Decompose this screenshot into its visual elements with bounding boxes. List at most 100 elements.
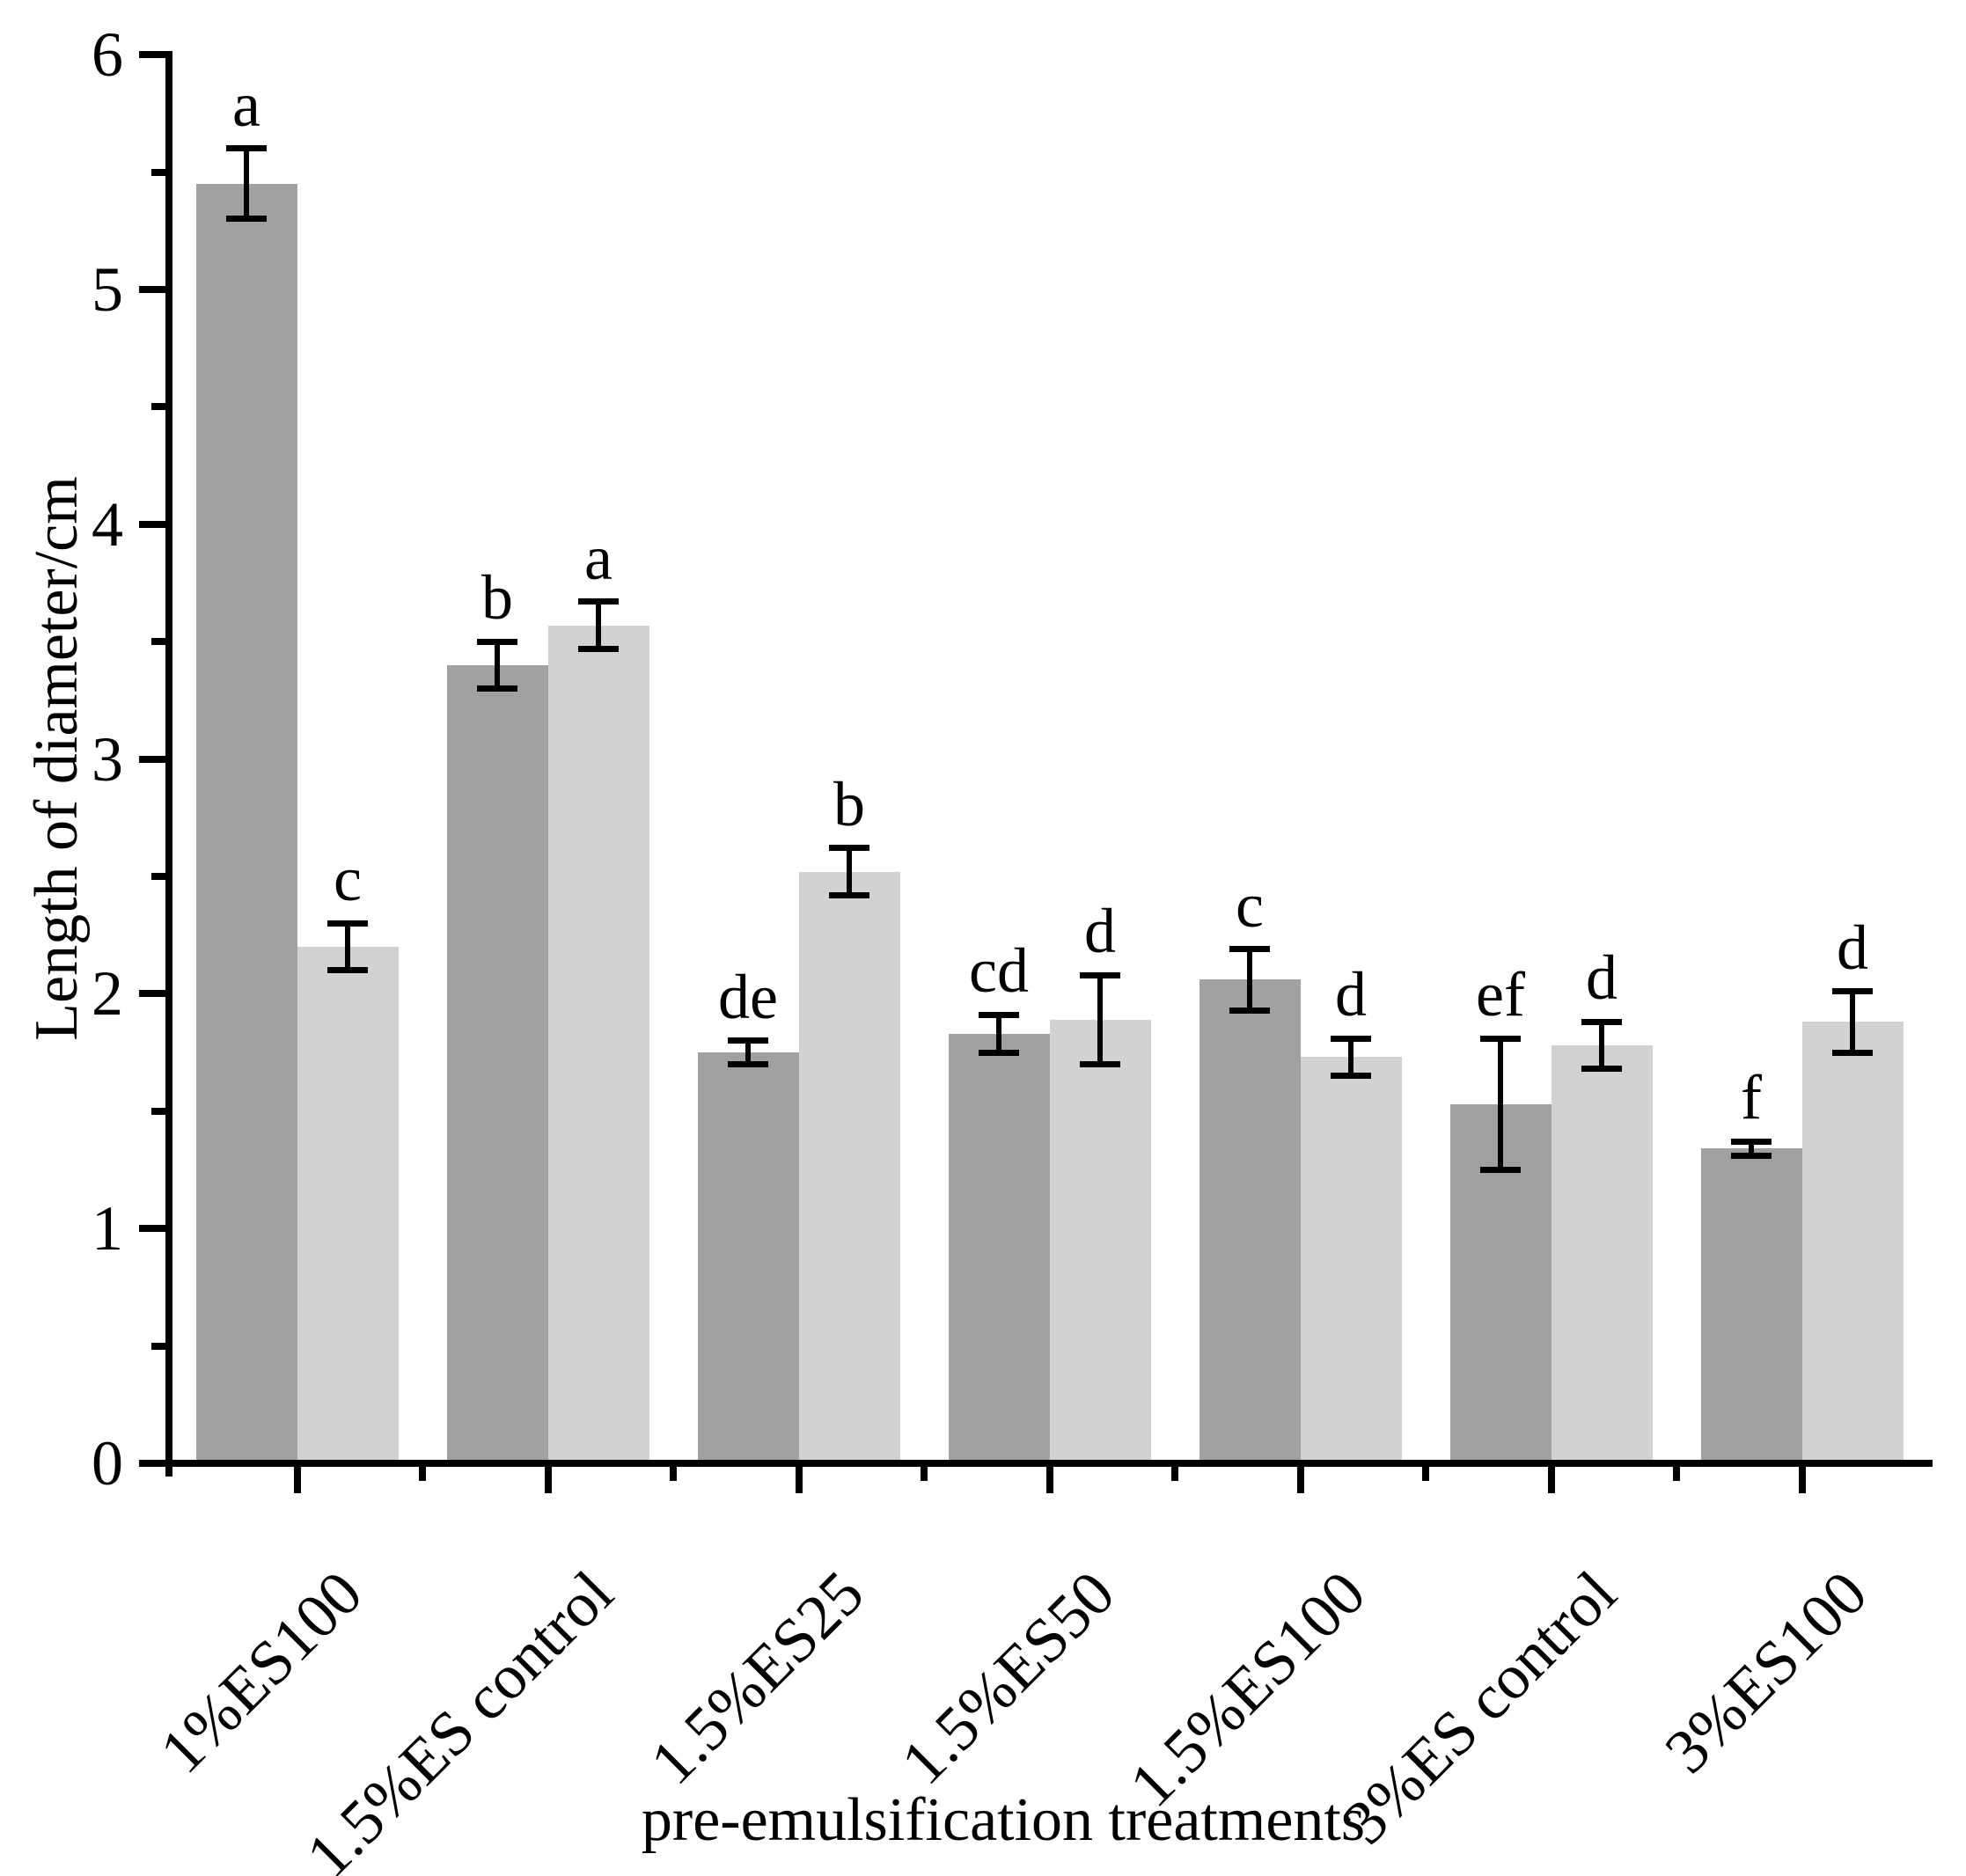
error-bar xyxy=(1850,991,1855,1053)
error-bar xyxy=(1247,949,1252,1011)
y-tick-label: 2 xyxy=(92,958,123,1030)
error-bar-bottom-cap xyxy=(1480,1167,1521,1173)
significance-letter: a xyxy=(232,69,260,140)
y-tick-label: 6 xyxy=(92,19,123,91)
error-bar-bottom-cap xyxy=(477,685,517,693)
error-bar-top-cap xyxy=(226,145,267,152)
error-bar-bottom-cap xyxy=(728,1060,768,1067)
significance-letter: a xyxy=(584,522,613,593)
error-bar-top-cap xyxy=(578,598,619,605)
y-tick-label: 4 xyxy=(92,488,123,560)
y-minor-tick xyxy=(151,168,165,176)
bar-light-gray-series-1.5%ES50 xyxy=(1049,1019,1151,1463)
significance-letter: b xyxy=(481,562,513,634)
bar-light-gray-series-1%ES100 xyxy=(297,947,399,1463)
y-major-tick xyxy=(139,520,165,528)
bar-dark-gray-series-1.5%ES control xyxy=(446,664,548,1463)
error-bar-bottom-cap xyxy=(1080,1060,1120,1067)
bar-light-gray-series-3%ES control xyxy=(1551,1045,1653,1463)
x-major-tick xyxy=(1296,1467,1304,1493)
error-bar-bottom-cap xyxy=(327,967,368,974)
error-bar-bottom-cap xyxy=(1331,1073,1371,1080)
error-bar-bottom-cap xyxy=(829,891,869,898)
error-bar xyxy=(345,923,350,971)
error-bar-top-cap xyxy=(327,920,368,927)
error-bar-top-cap xyxy=(1731,1138,1772,1145)
significance-letter: ef xyxy=(1476,959,1525,1030)
error-bar-top-cap xyxy=(1832,988,1873,995)
error-bar xyxy=(1498,1038,1503,1170)
y-minor-tick xyxy=(151,638,165,646)
y-minor-tick xyxy=(151,873,165,880)
bar-dark-gray-series-1.5%ES25 xyxy=(697,1052,799,1463)
significance-letter: d xyxy=(1084,896,1116,967)
significance-letter: de xyxy=(718,961,778,1032)
error-bar xyxy=(847,847,852,896)
x-major-tick xyxy=(1798,1467,1806,1493)
error-bar xyxy=(745,1040,751,1065)
error-bar-bottom-cap xyxy=(226,216,267,223)
error-bar xyxy=(996,1015,1001,1053)
error-bar-bottom-cap xyxy=(1581,1066,1622,1073)
error-bar xyxy=(1749,1141,1754,1156)
error-bar-bottom-cap xyxy=(1229,1007,1270,1014)
bar-dark-gray-series-1.5%ES100 xyxy=(1199,979,1301,1463)
error-bar-top-cap xyxy=(1331,1035,1371,1042)
x-major-tick xyxy=(544,1467,552,1493)
error-bar-bottom-cap xyxy=(578,645,619,652)
error-bar-top-cap xyxy=(728,1037,768,1044)
x-axis-title: pre-emulsification treatments xyxy=(641,1786,1366,1854)
bar-dark-gray-series-1%ES100 xyxy=(195,183,297,1463)
y-tick-label: 1 xyxy=(92,1193,123,1264)
y-tick-label: 0 xyxy=(92,1428,123,1499)
y-major-tick xyxy=(139,1460,165,1467)
error-bar xyxy=(1097,975,1103,1065)
y-major-tick xyxy=(139,286,165,293)
significance-letter: d xyxy=(1837,912,1868,983)
error-bar-top-cap xyxy=(1480,1035,1521,1042)
x-minor-tick xyxy=(921,1467,928,1481)
error-bar-top-cap xyxy=(1080,971,1120,978)
y-axis-spine xyxy=(165,51,172,1477)
y-major-tick xyxy=(139,990,165,998)
error-bar-top-cap xyxy=(477,638,517,645)
x-major-tick xyxy=(293,1467,301,1493)
y-major-tick xyxy=(139,755,165,763)
error-bar-bottom-cap xyxy=(1832,1049,1873,1056)
bar-light-gray-series-1.5%ES control xyxy=(547,625,649,1463)
significance-letter: c xyxy=(1236,869,1264,941)
error-bar-top-cap xyxy=(979,1011,1019,1018)
bar-dark-gray-series-3%ES100 xyxy=(1700,1148,1802,1463)
x-minor-tick xyxy=(1673,1467,1680,1481)
x-minor-tick xyxy=(1422,1467,1429,1481)
error-bar xyxy=(495,641,500,689)
error-bar xyxy=(244,148,249,219)
bar-light-gray-series-1.5%ES100 xyxy=(1300,1057,1402,1463)
bar-dark-gray-series-1.5%ES50 xyxy=(948,1033,1050,1463)
significance-letter: b xyxy=(833,768,865,839)
significance-letter: f xyxy=(1741,1062,1762,1133)
x-minor-tick xyxy=(670,1467,677,1481)
error-bar-top-cap xyxy=(1229,946,1270,953)
y-tick-label: 3 xyxy=(92,723,123,795)
error-bar-top-cap xyxy=(1581,1018,1622,1025)
y-major-tick xyxy=(139,1225,165,1233)
error-bar xyxy=(1599,1022,1604,1069)
significance-letter: c xyxy=(334,844,362,915)
x-major-tick xyxy=(795,1467,803,1493)
bar-light-gray-series-3%ES100 xyxy=(1801,1022,1904,1463)
significance-letter: d xyxy=(1586,942,1618,1014)
x-major-tick xyxy=(1547,1467,1555,1493)
x-minor-tick xyxy=(419,1467,426,1481)
x-major-tick xyxy=(1045,1467,1053,1493)
bar-light-gray-series-1.5%ES25 xyxy=(798,871,900,1463)
error-bar-bottom-cap xyxy=(979,1049,1019,1056)
x-axis-spine xyxy=(143,1460,1933,1467)
y-minor-tick xyxy=(151,1342,165,1350)
error-bar xyxy=(1348,1038,1353,1076)
y-tick-label: 5 xyxy=(92,254,123,325)
y-minor-tick xyxy=(151,1107,165,1115)
error-bar-bottom-cap xyxy=(1731,1152,1772,1159)
error-bar xyxy=(596,601,601,649)
